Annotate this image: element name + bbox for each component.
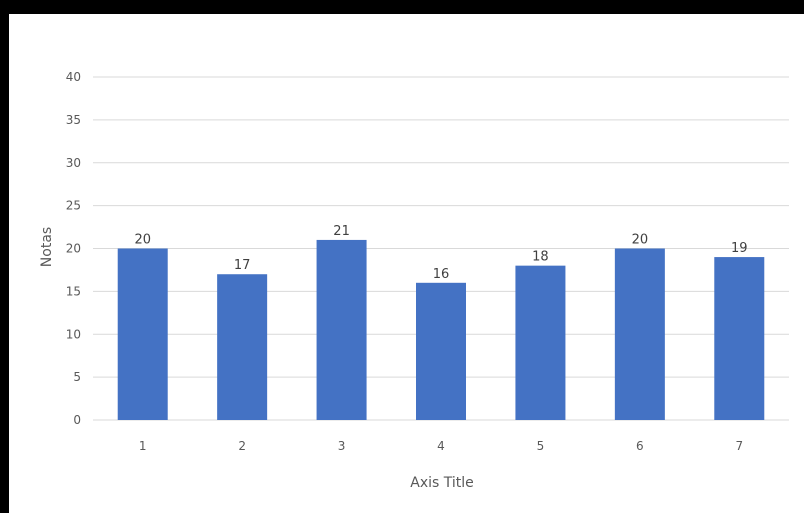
y-tick-label: 30 xyxy=(66,156,81,170)
data-label: 21 xyxy=(333,224,350,239)
data-label: 20 xyxy=(134,233,151,248)
bars xyxy=(117,239,765,420)
data-labels: 20 17 21 16 18 20 19 xyxy=(134,224,747,282)
y-tick-label: 35 xyxy=(66,113,81,127)
x-tick-label: 4 xyxy=(437,439,445,453)
bar xyxy=(416,282,466,420)
bar xyxy=(614,248,665,420)
y-axis-ticks: 0 5 10 15 20 25 30 35 40 xyxy=(66,70,81,427)
y-tick-label: 20 xyxy=(66,242,81,256)
bar xyxy=(316,239,367,420)
bar xyxy=(714,257,765,420)
data-label: 20 xyxy=(632,233,649,248)
data-label: 19 xyxy=(731,241,748,256)
y-tick-label: 5 xyxy=(73,370,81,384)
y-tick-label: 0 xyxy=(73,413,81,427)
x-tick-label: 2 xyxy=(238,439,246,453)
x-axis-ticks: 1 2 3 4 5 6 7 xyxy=(139,439,743,453)
y-tick-label: 40 xyxy=(66,70,81,84)
y-tick-label: 25 xyxy=(66,199,81,213)
x-tick-label: 6 xyxy=(636,439,644,453)
bar xyxy=(117,248,168,420)
x-tick-label: 1 xyxy=(139,439,147,453)
y-tick-label: 10 xyxy=(66,327,81,341)
y-axis-title: Notas xyxy=(39,227,55,267)
x-tick-label: 5 xyxy=(537,439,545,453)
y-tick-label: 15 xyxy=(66,284,81,298)
bar xyxy=(515,265,566,420)
data-label: 17 xyxy=(234,258,251,273)
gridlines xyxy=(93,76,789,421)
data-label: 18 xyxy=(532,250,549,265)
x-axis-title: Axis Title xyxy=(410,475,474,491)
x-tick-label: 7 xyxy=(735,439,743,453)
bar xyxy=(217,274,268,420)
x-tick-label: 3 xyxy=(338,439,346,453)
data-label: 16 xyxy=(433,267,450,282)
